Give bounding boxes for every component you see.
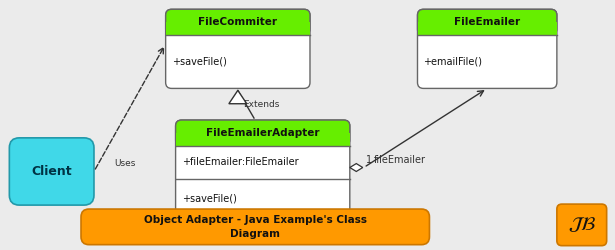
Text: +saveFile(): +saveFile() <box>172 57 226 67</box>
FancyBboxPatch shape <box>165 9 310 35</box>
Text: FileEmailer: FileEmailer <box>454 17 520 27</box>
FancyBboxPatch shape <box>176 120 350 146</box>
Text: Uses: Uses <box>114 158 135 168</box>
Text: Object Adapter - Java Example's Class
Diagram: Object Adapter - Java Example's Class Di… <box>144 215 367 239</box>
Text: Extends: Extends <box>243 100 279 109</box>
FancyBboxPatch shape <box>81 209 429 245</box>
FancyBboxPatch shape <box>557 204 606 246</box>
Text: +saveFile(): +saveFile() <box>181 194 236 204</box>
Text: 1: 1 <box>366 154 372 164</box>
Polygon shape <box>229 90 247 104</box>
FancyBboxPatch shape <box>176 120 350 219</box>
Text: Client: Client <box>31 165 72 178</box>
Text: FileEmailerAdapter: FileEmailerAdapter <box>206 128 319 138</box>
FancyBboxPatch shape <box>418 9 557 35</box>
Text: $\mathcal{JB}$: $\mathcal{JB}$ <box>568 216 596 234</box>
Bar <box>165 22 310 35</box>
Text: +fileEmailer:FileEmailer: +fileEmailer:FileEmailer <box>181 157 298 167</box>
FancyBboxPatch shape <box>9 138 94 205</box>
Text: +emailFile(): +emailFile() <box>424 57 483 67</box>
Text: FileCommiter: FileCommiter <box>198 17 277 27</box>
Bar <box>176 133 350 146</box>
FancyBboxPatch shape <box>165 9 310 88</box>
FancyBboxPatch shape <box>418 9 557 88</box>
Text: fileEmailer: fileEmailer <box>374 154 426 164</box>
Polygon shape <box>350 164 363 172</box>
Bar <box>418 22 557 35</box>
